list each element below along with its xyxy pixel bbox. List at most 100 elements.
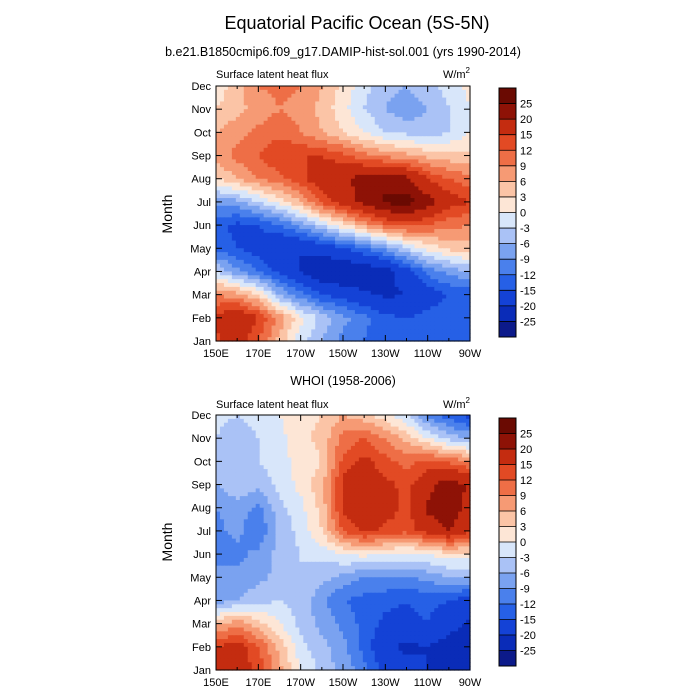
- heatmap-cell: [366, 178, 372, 184]
- heatmap-cell: [319, 426, 324, 432]
- heatmap-cell: [458, 449, 463, 455]
- heatmap-cell: [243, 333, 249, 338]
- heatmap-cell: [275, 302, 281, 307]
- heatmap-cell: [418, 418, 423, 424]
- heatmap-cell: [243, 190, 249, 195]
- heatmap-cell: [299, 259, 304, 265]
- heatmap-cell: [311, 298, 316, 303]
- heatmap-cell: [335, 163, 340, 168]
- heatmap-cell: [370, 178, 376, 184]
- heatmap-cell: [235, 155, 241, 161]
- heatmap-cell: [227, 221, 233, 226]
- heatmap-cell: [299, 205, 304, 211]
- heatmap-cell: [410, 89, 416, 95]
- heatmap-cell: [366, 306, 372, 311]
- heatmap-cell: [406, 298, 412, 303]
- heatmap-cell: [223, 333, 229, 338]
- heatmap-cell: [335, 147, 340, 153]
- heatmap-cell: [462, 279, 467, 284]
- heatmap-cell: [414, 182, 420, 188]
- heatmap-cell: [247, 128, 253, 133]
- heatmap-cell: [386, 279, 392, 284]
- heatmap-cell: [354, 426, 360, 432]
- heatmap-cell: [295, 286, 300, 292]
- heatmap-cell: [231, 317, 237, 323]
- heatmap-cell: [219, 132, 225, 137]
- heatmap-cell: [291, 194, 296, 199]
- heatmap-cell: [442, 209, 447, 215]
- heatmap-cell: [231, 329, 237, 334]
- heatmap-cell: [331, 430, 336, 435]
- heatmap-cell: [466, 306, 471, 311]
- heatmap-cell: [418, 298, 423, 303]
- heatmap-cell: [311, 194, 316, 199]
- heatmap-cell: [418, 178, 423, 184]
- heatmap-cell: [426, 182, 431, 188]
- heatmap-cell: [267, 302, 273, 307]
- heatmap-cell: [358, 426, 364, 432]
- heatmap-cell: [311, 232, 316, 238]
- heatmap-cell: [438, 442, 443, 447]
- heatmap-cell: [219, 89, 225, 95]
- heatmap-cell: [434, 306, 439, 311]
- heatmap-cell: [319, 252, 324, 257]
- heatmap-cell: [239, 120, 245, 126]
- heatmap-cell: [438, 136, 443, 141]
- heatmap-cell: [267, 426, 273, 432]
- heatmap-cell: [418, 325, 423, 331]
- heatmap-cell: [315, 198, 320, 203]
- heatmap-cell: [446, 171, 451, 176]
- heatmap-cell: [247, 256, 253, 261]
- heatmap-cell: [402, 201, 408, 207]
- heatmap-cell: [235, 306, 241, 311]
- heatmap-cell: [354, 275, 360, 280]
- heatmap-cell: [394, 213, 400, 218]
- heatmap-cell: [386, 271, 392, 276]
- heatmap-cell: [370, 97, 376, 103]
- heatmap-cell: [327, 283, 332, 288]
- heatmap-cell: [434, 302, 439, 307]
- heatmap-cell: [458, 337, 463, 342]
- heatmap-cell: [414, 271, 420, 276]
- heatmap-cell: [275, 449, 281, 455]
- heatmap-cell: [350, 438, 356, 443]
- heatmap-cell: [346, 205, 352, 211]
- heatmap-cell: [422, 259, 427, 265]
- heatmap-cell: [259, 449, 265, 455]
- heatmap-cell: [319, 438, 324, 443]
- heatmap-cell: [339, 259, 344, 265]
- heatmap-cell: [374, 147, 380, 153]
- heatmap-cell: [307, 155, 312, 161]
- heatmap-cell: [227, 298, 233, 303]
- heatmap-cell: [374, 298, 380, 303]
- heatmap-cell: [275, 313, 281, 319]
- heatmap-cell: [231, 325, 237, 331]
- heatmap-cell: [279, 317, 285, 323]
- heatmap-cell: [255, 313, 261, 319]
- heatmap-cell: [275, 442, 281, 447]
- heatmap-cell: [366, 442, 372, 447]
- heatmap-cell: [307, 225, 312, 230]
- heatmap-cell: [239, 232, 245, 238]
- heatmap-cell: [382, 209, 388, 215]
- heatmap-cell: [315, 313, 320, 319]
- heatmap-cell: [434, 275, 439, 280]
- heatmap-cell: [466, 113, 471, 118]
- heatmap-cell: [287, 86, 293, 91]
- heatmap-cell: [394, 174, 400, 180]
- heatmap-cell: [370, 302, 376, 307]
- heatmap-cell: [426, 438, 431, 443]
- heatmap-cell: [315, 151, 320, 157]
- heatmap-cell: [402, 217, 408, 222]
- heatmap-cell: [418, 228, 423, 234]
- heatmap-cell: [287, 275, 293, 280]
- heatmap-cell: [410, 290, 416, 296]
- heatmap-cell: [406, 186, 412, 191]
- heatmap-cell: [374, 232, 380, 238]
- heatmap-cell: [315, 317, 320, 323]
- heatmap-cell: [243, 136, 249, 141]
- heatmap-cell: [283, 155, 289, 161]
- heatmap-cell: [454, 163, 459, 168]
- heatmap-cell: [327, 321, 332, 327]
- heatmap-cell: [319, 174, 324, 180]
